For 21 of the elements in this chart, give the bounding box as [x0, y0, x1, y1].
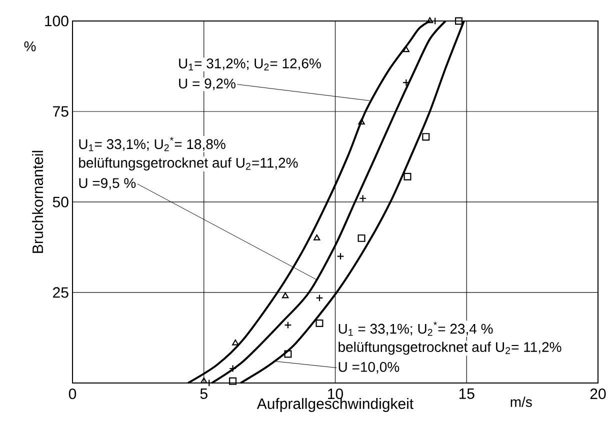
annotation: U =9,5 %: [79, 178, 136, 190]
annotation: U =10,0%: [338, 362, 400, 374]
text: %: [24, 41, 36, 52]
annotation: belüftungsgetrocknet auf U$_{2}$= 11,2%: [338, 342, 562, 355]
text: m/s: [510, 396, 532, 407]
x-tick-label: 20: [590, 388, 606, 400]
annotation: U$_{1}$= 31,2%; U$_{2}$= 12,6%: [179, 58, 321, 70]
y-tick-label: 75: [53, 106, 68, 117]
x-tick-label: 15: [459, 388, 474, 399]
y-tick-label: 25: [53, 287, 68, 298]
x-tick-label: 10: [328, 388, 343, 400]
x-axis-title: Aufprallgeschwindigkeit: [256, 398, 414, 412]
y-tick-label: 50: [52, 196, 68, 208]
annotation: U = 9,2%: [179, 78, 236, 90]
y-axis-title: Bruchkornanteil: [32, 150, 44, 253]
x-tick-label: 0: [68, 388, 76, 400]
x-tick-label: 5: [200, 388, 208, 399]
y-tick-label: 100: [45, 16, 68, 26]
annotation: belüftungsgetrocknet auf U$_{2}$=11,2%: [79, 157, 298, 170]
annotation: U$_{1}$= 33,1%; U$_{2}$$^{*}$= 18,8%: [79, 137, 226, 152]
annotation: U$_{1}$ = 33,1%; U$_{2}$$^{*}$= 23,4 %: [338, 322, 493, 336]
